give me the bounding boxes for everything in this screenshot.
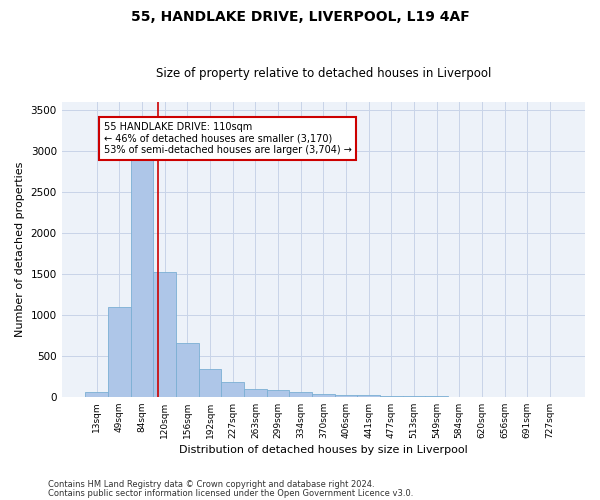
Bar xyxy=(131,155,154,397)
Bar xyxy=(154,272,176,397)
Y-axis label: Number of detached properties: Number of detached properties xyxy=(15,162,25,337)
Bar xyxy=(221,382,244,397)
Text: Contains public sector information licensed under the Open Government Licence v3: Contains public sector information licen… xyxy=(48,490,413,498)
Bar xyxy=(358,396,380,397)
Bar xyxy=(380,396,403,397)
Bar xyxy=(244,388,266,397)
X-axis label: Distribution of detached houses by size in Liverpool: Distribution of detached houses by size … xyxy=(179,445,468,455)
Bar xyxy=(403,396,425,397)
Bar xyxy=(312,394,335,397)
Text: Contains HM Land Registry data © Crown copyright and database right 2024.: Contains HM Land Registry data © Crown c… xyxy=(48,480,374,489)
Bar xyxy=(266,390,289,397)
Bar xyxy=(85,392,108,397)
Title: Size of property relative to detached houses in Liverpool: Size of property relative to detached ho… xyxy=(155,66,491,80)
Bar xyxy=(289,392,312,397)
Bar xyxy=(176,344,199,397)
Bar xyxy=(199,369,221,397)
Text: 55 HANDLAKE DRIVE: 110sqm
← 46% of detached houses are smaller (3,170)
53% of se: 55 HANDLAKE DRIVE: 110sqm ← 46% of detac… xyxy=(104,122,352,155)
Text: 55, HANDLAKE DRIVE, LIVERPOOL, L19 4AF: 55, HANDLAKE DRIVE, LIVERPOOL, L19 4AF xyxy=(131,10,469,24)
Bar xyxy=(335,395,358,397)
Bar xyxy=(108,306,131,397)
